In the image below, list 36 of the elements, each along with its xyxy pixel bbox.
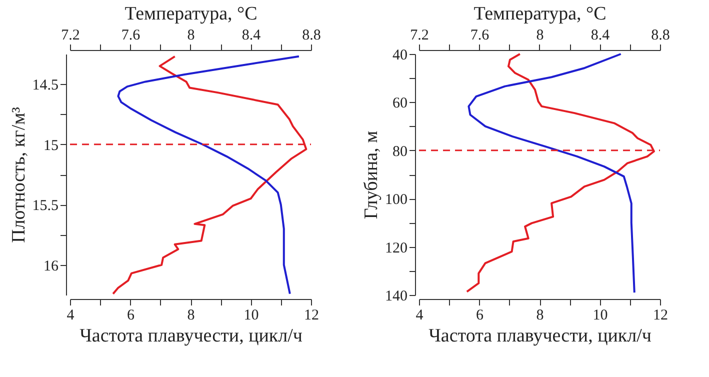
x2-tick-label: 8.8	[302, 28, 321, 44]
x2-tick-label: 7.6	[121, 28, 141, 44]
x2-tick-label: 7.6	[470, 28, 490, 44]
y-axis-title: Глубина, м	[361, 130, 382, 220]
x2-tick-label: 8.8	[651, 28, 670, 44]
y-tick-label: 80	[392, 144, 408, 160]
y-tick-label: 14.5	[32, 78, 58, 94]
x-tick-label: 4	[416, 308, 424, 324]
x-tick-label: 12	[653, 308, 668, 324]
y-tick-label: 15	[44, 138, 58, 154]
x-tick-label: 8	[187, 308, 195, 324]
x2-axis-title: Температура, °C	[474, 4, 606, 24]
y-tick-label: 16	[44, 258, 59, 274]
x2-tick-label: 8	[187, 28, 195, 44]
x2-tick-label: 7.2	[61, 28, 80, 44]
y-axis-title: Плотность, кг/м³	[8, 106, 30, 243]
x-tick-label: 10	[592, 308, 608, 324]
x-axis-title: Частота плавучести, цикл/ч	[80, 326, 303, 346]
y-tick-label: 15.5	[32, 198, 58, 214]
y-tick-label: 40	[392, 48, 408, 64]
x-tick-label: 6	[476, 308, 484, 324]
x2-tick-label: 8.4	[590, 28, 610, 44]
x-tick-label: 12	[304, 308, 319, 324]
x-axis-title: Частота плавучести, цикл/ч	[428, 326, 652, 346]
y-tick-label: 120	[385, 240, 408, 256]
x2-axis-title: Температура, °C	[124, 4, 258, 24]
x-tick-label: 8	[536, 308, 544, 324]
x-tick-label: 6	[127, 308, 135, 324]
x2-tick-label: 8.4	[242, 28, 262, 44]
x2-tick-label: 8	[536, 28, 544, 44]
x-tick-label: 4	[66, 308, 75, 324]
y-tick-label: 100	[385, 192, 408, 208]
y-tick-label: 60	[392, 96, 408, 112]
y-tick-label: 140	[385, 288, 408, 304]
x-tick-label: 10	[244, 308, 259, 324]
x2-tick-label: 7.2	[410, 28, 429, 44]
